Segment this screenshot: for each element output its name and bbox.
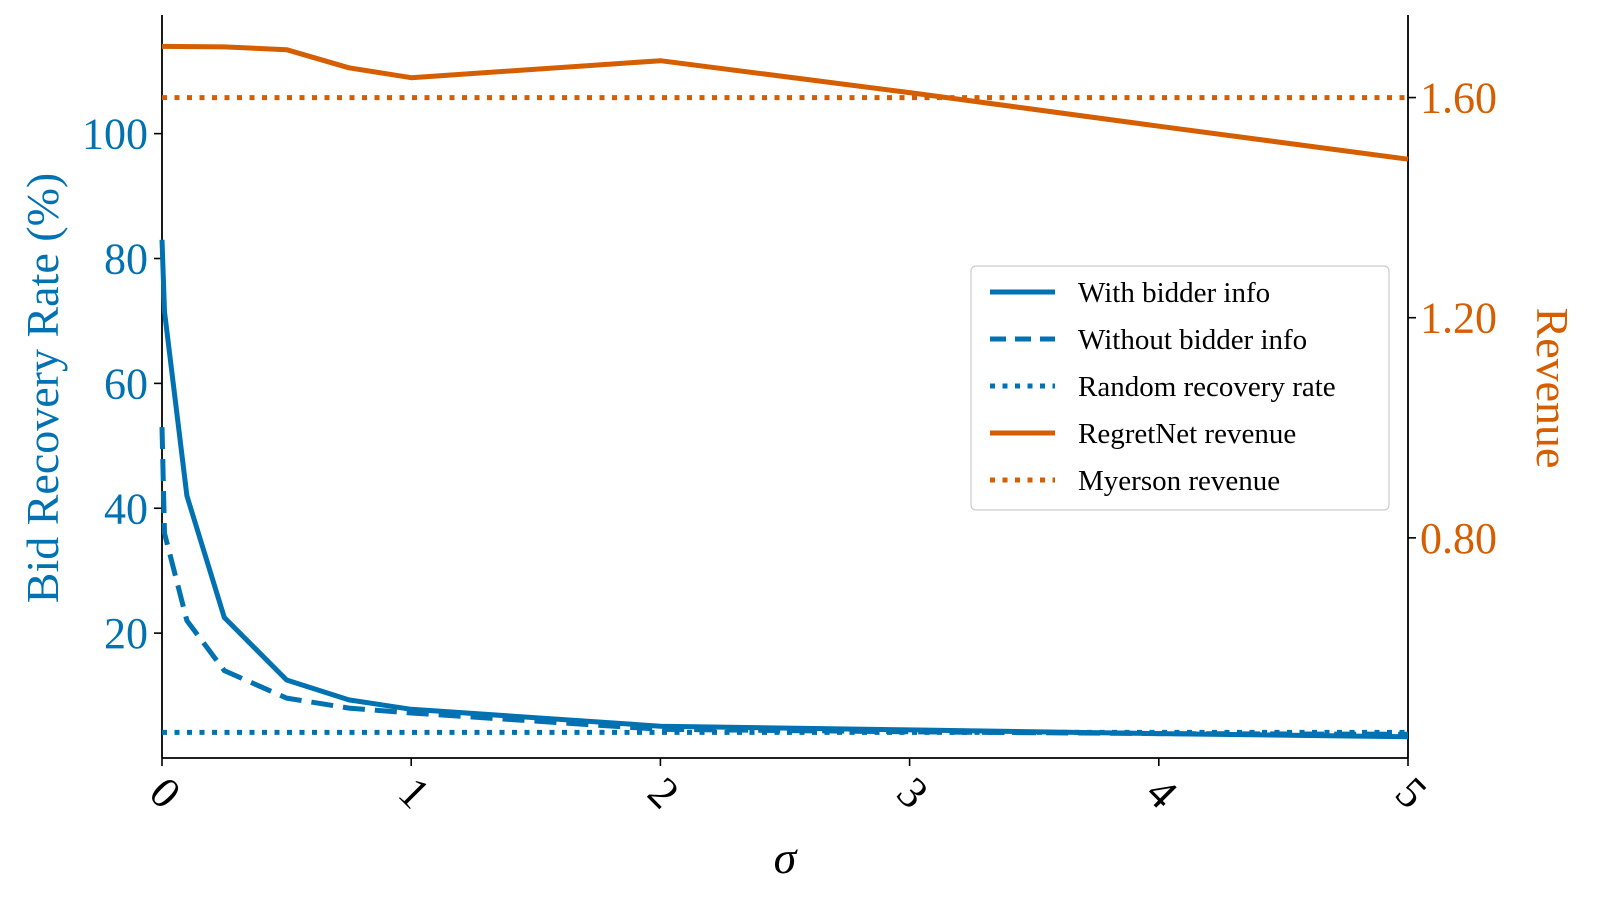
left-y-axis-label: Bid Recovery Rate (%) xyxy=(17,173,68,603)
axes-frame xyxy=(161,15,1409,759)
x-axis-label: σ xyxy=(774,832,799,883)
series-line-without-bidder-info xyxy=(159,427,1409,737)
legend-label: RegretNet revenue xyxy=(1078,418,1296,450)
left-y-tick-label: 60 xyxy=(104,359,148,408)
right-y-tick-label: 1.20 xyxy=(1420,294,1497,343)
x-tick-label: 4 xyxy=(1137,768,1187,818)
legend: With bidder info Without bidder info Rando… xyxy=(970,265,1390,511)
left-y-tick-label: 40 xyxy=(104,484,148,533)
legend-label: Without bidder info xyxy=(1078,324,1307,356)
series-line-regretnet-revenue xyxy=(161,43,1409,162)
right-y-tick-label: 0.80 xyxy=(1420,514,1497,563)
left-y-tick-label: 100 xyxy=(82,110,148,159)
right-y-axis-label: Revenue xyxy=(1527,308,1578,469)
right-y-tick-label: 1.60 xyxy=(1420,74,1497,123)
legend-box xyxy=(970,265,1390,511)
x-tick-label: 0 xyxy=(140,768,190,818)
left-y-tick-label: 80 xyxy=(104,235,148,284)
x-tick-label: 1 xyxy=(389,768,439,818)
legend-label: Random recovery rate xyxy=(1078,371,1336,403)
legend-label: With bidder info xyxy=(1078,277,1270,309)
series-layer xyxy=(159,43,1409,740)
left-y-tick-label: 20 xyxy=(104,609,148,658)
right-y-ticks: 0.80 1.20 1.60 xyxy=(1408,74,1497,563)
x-ticks: 0 1 2 3 4 5 xyxy=(140,758,1436,818)
x-tick-label: 2 xyxy=(638,768,688,818)
legend-label: Myerson revenue xyxy=(1078,465,1280,497)
left-y-ticks: 20 40 60 80 100 xyxy=(82,110,162,658)
x-tick-label: 3 xyxy=(888,768,938,818)
x-tick-label: 5 xyxy=(1386,768,1436,818)
